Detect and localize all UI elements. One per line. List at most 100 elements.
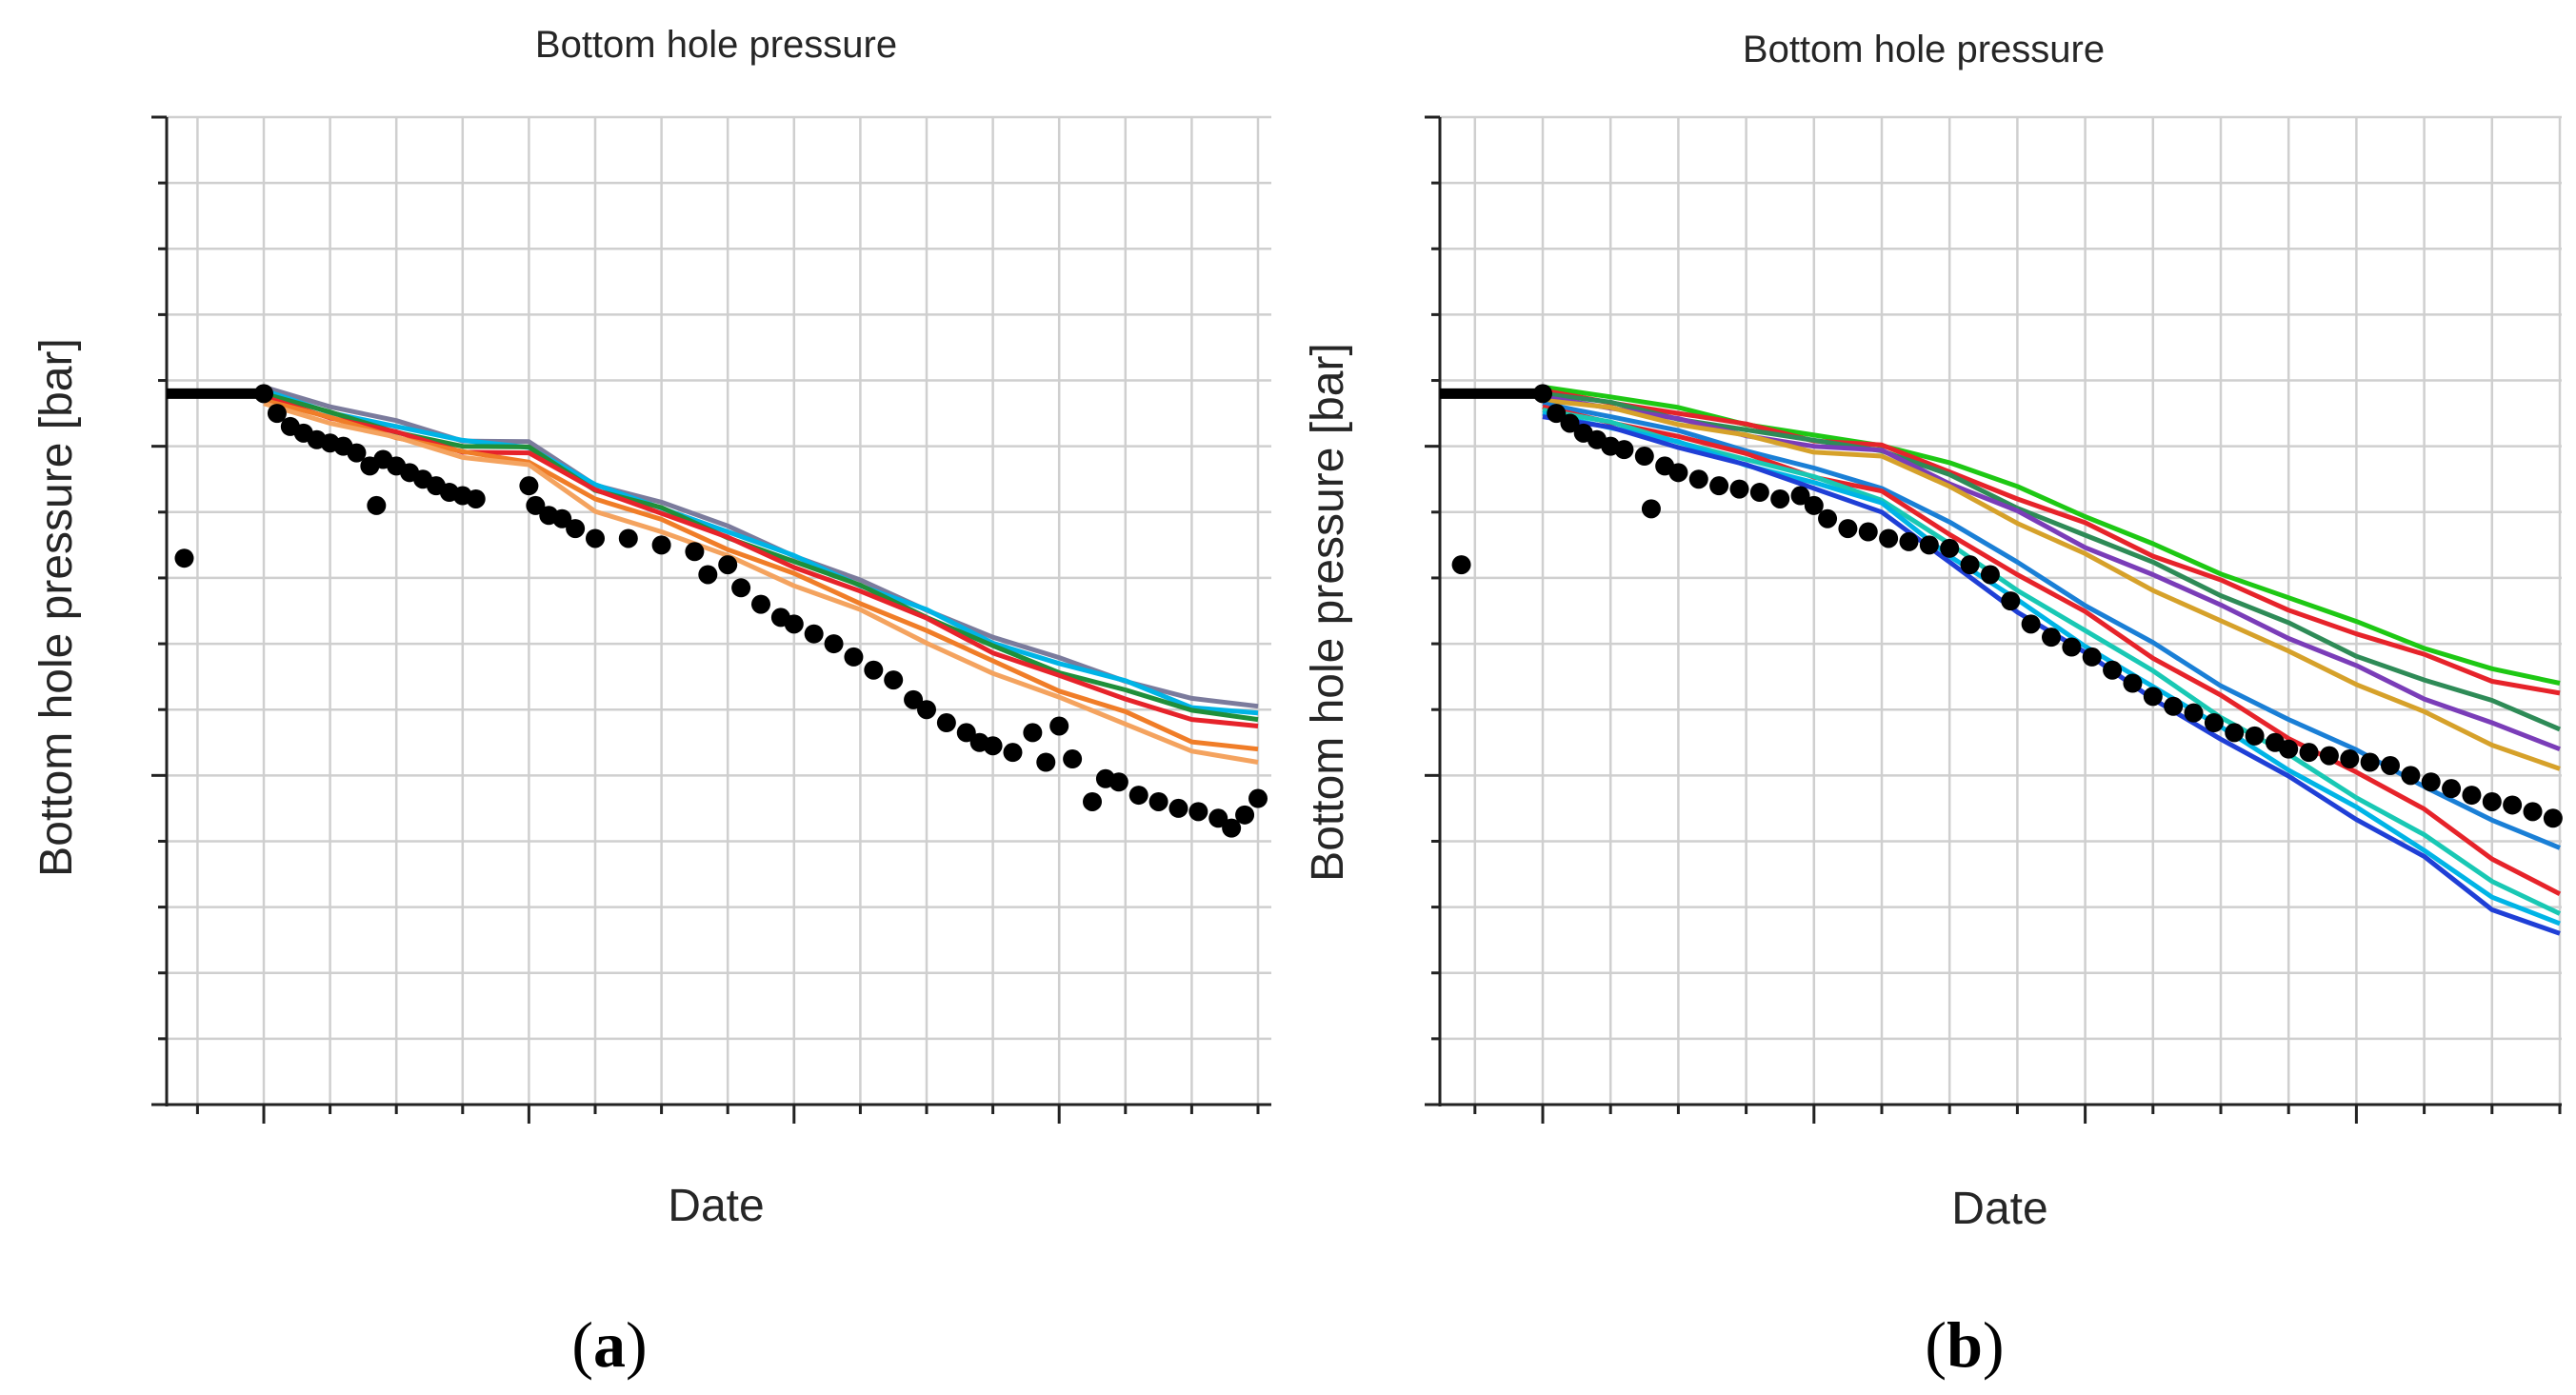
observed-point <box>1451 555 1471 575</box>
observed-point <box>519 476 539 496</box>
observed-point <box>2482 791 2502 811</box>
series-line-6 <box>263 401 1259 765</box>
observed-point <box>1222 818 1242 838</box>
y-axis-label: Bottom hole pressure [bar] <box>31 338 82 877</box>
chart-title: Bottom hole pressure <box>1743 29 2105 70</box>
observed-point <box>1838 519 1858 539</box>
observed-point <box>1899 531 1919 551</box>
observed-point <box>956 723 976 743</box>
observed-points <box>1451 384 2563 828</box>
chart-panel-b: Bottom hole pressure Bottom hole pressur… <box>1303 29 2563 1381</box>
series-line-5 <box>263 397 1259 752</box>
series-line-4 <box>263 394 1259 728</box>
observed-point <box>718 555 738 575</box>
observed-point <box>2103 660 2123 680</box>
observed-point <box>2245 726 2265 746</box>
simulation-series <box>263 385 1259 765</box>
simulation-series <box>1542 384 2562 936</box>
observed-point <box>2523 802 2543 822</box>
observed-point <box>566 519 586 539</box>
observed-point <box>552 508 572 528</box>
observed-point <box>2164 696 2184 716</box>
series-line-8 <box>1542 408 2562 916</box>
observed-point <box>2184 703 2204 723</box>
observed-point <box>1709 476 1729 496</box>
observed-point <box>2225 723 2245 743</box>
observed-points <box>174 384 1268 838</box>
observed-point <box>884 670 904 690</box>
observed-point <box>731 578 751 598</box>
observed-point <box>586 528 605 548</box>
observed-point <box>1235 805 1255 825</box>
series-line-4 <box>1542 394 2561 752</box>
observed-point <box>1729 479 1749 499</box>
observed-point <box>698 565 718 585</box>
observed-point <box>267 404 287 424</box>
x-axis-label: Date <box>1951 1184 2047 1234</box>
panel-letter: a <box>593 1308 626 1381</box>
observed-point <box>1128 786 1148 806</box>
axes <box>1425 115 2562 1124</box>
chart-title: Bottom hole pressure <box>535 24 897 66</box>
grid <box>1440 115 2562 1106</box>
observed-point <box>1023 723 1043 743</box>
observed-point <box>2462 786 2482 806</box>
observed-point <box>1148 791 1168 811</box>
observed-point <box>2319 746 2339 766</box>
panel-label: (a) <box>571 1308 647 1381</box>
series-line-3 <box>263 390 1259 723</box>
observed-point <box>1188 802 1208 822</box>
observed-point <box>174 548 194 568</box>
observed-point <box>936 713 956 733</box>
observed-point <box>466 488 486 508</box>
observed-point <box>367 495 387 515</box>
plot-area <box>1425 115 2563 1124</box>
observed-point <box>1749 483 1769 503</box>
series-line-7 <box>1542 404 2562 897</box>
observed-point <box>1208 808 1228 828</box>
observed-point <box>2299 743 2319 763</box>
series-line-1 <box>1542 384 2561 686</box>
observed-point <box>2001 591 2021 611</box>
observed-point <box>2442 779 2462 799</box>
plot-area <box>151 115 1271 1124</box>
observed-point <box>1036 752 1056 772</box>
observed-point <box>685 542 705 562</box>
observed-point <box>824 634 844 654</box>
observed-point <box>2123 673 2143 693</box>
observed-point <box>2340 749 2360 769</box>
observed-point <box>2062 637 2082 657</box>
observed-point <box>2360 752 2380 772</box>
observed-point <box>1108 772 1128 792</box>
observed-point <box>1634 447 1654 467</box>
observed-point <box>2279 739 2299 759</box>
observed-point <box>526 495 546 515</box>
observed-point <box>2503 795 2523 815</box>
observed-point <box>864 660 884 680</box>
observed-point <box>2421 772 2441 792</box>
observed-point <box>2021 614 2041 634</box>
observed-point <box>1547 404 1567 424</box>
observed-point <box>1960 555 1980 575</box>
panel-letter: b <box>1947 1308 1983 1381</box>
observed-point <box>2204 713 2224 733</box>
observed-point <box>2082 647 2102 667</box>
observed-point <box>1063 749 1083 769</box>
observed-point <box>983 736 1003 756</box>
series-line-1 <box>263 385 1259 709</box>
observed-point <box>2143 687 2163 707</box>
observed-point <box>1688 469 1708 489</box>
panel-label: (b) <box>1925 1308 2004 1381</box>
y-axis-label: Bottom hole pressure [bar] <box>1303 343 1353 882</box>
observed-point <box>254 384 273 404</box>
observed-point <box>1770 488 1790 508</box>
x-axis-label: Date <box>668 1181 764 1231</box>
observed-point <box>1003 743 1023 763</box>
observed-point <box>651 535 671 555</box>
observed-point <box>751 594 770 614</box>
observed-point <box>1614 440 1634 460</box>
observed-point <box>1804 495 1824 515</box>
observed-point <box>1790 486 1810 506</box>
series-line-2 <box>263 388 1259 716</box>
